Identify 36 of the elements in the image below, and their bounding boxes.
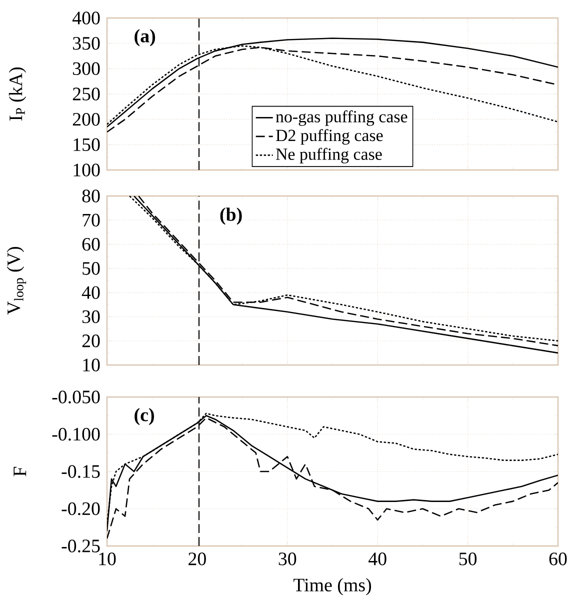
y-axis-title: V$_{loop}$ (V) — [6, 246, 26, 315]
y-tick-label: -0.050 — [52, 390, 100, 404]
y-axis-title: F — [14, 466, 26, 476]
y-tick-label: 150 — [74, 138, 100, 152]
legend-label: D2 puffing case — [276, 129, 383, 145]
y-tick-label: 200 — [72, 112, 100, 126]
x-tick-label: 20 — [188, 552, 206, 566]
legend-label: Ne puffing case — [276, 148, 382, 164]
y-tick-label: 100 — [74, 164, 100, 176]
legend-label: no-gas puffing case — [276, 110, 408, 126]
y-tick-label: 300 — [73, 62, 100, 76]
y-tick-label: 30 — [82, 310, 100, 324]
x-tick-label: 40 — [368, 552, 386, 566]
x-tick-label: 60 — [549, 552, 567, 566]
y-tick-label: 40 — [82, 286, 100, 299]
y-tick-label: -0.100 — [52, 428, 100, 441]
x-tick-label: 50 — [459, 552, 477, 566]
y-tick-label: 50 — [82, 262, 100, 275]
text: (a) — [134, 29, 156, 46]
y-tick-label: 80 — [82, 190, 100, 202]
y-tick-label: 350 — [73, 36, 100, 50]
y-tick-label: -0.25 — [62, 540, 100, 552]
x-tick-label: 10 — [99, 552, 116, 566]
y-axis-title: I$_{P}$ (kA) — [8, 68, 26, 121]
x-axis-title: Time (ms) — [293, 578, 372, 596]
y-tick-label: 250 — [72, 88, 100, 100]
y-tick-label: 400 — [72, 12, 100, 24]
y-tick-label: 20 — [82, 334, 100, 348]
x-tick-label: 30 — [278, 552, 296, 566]
y-tick-label: 10 — [83, 358, 100, 372]
y-tick-label: -0.15 — [62, 465, 100, 478]
y-tick-label: -0.20 — [62, 502, 100, 516]
text: (c) — [134, 408, 154, 426]
text: (b) — [220, 208, 242, 225]
y-tick-label: 70 — [82, 214, 100, 227]
y-tick-label: 60 — [82, 238, 100, 251]
